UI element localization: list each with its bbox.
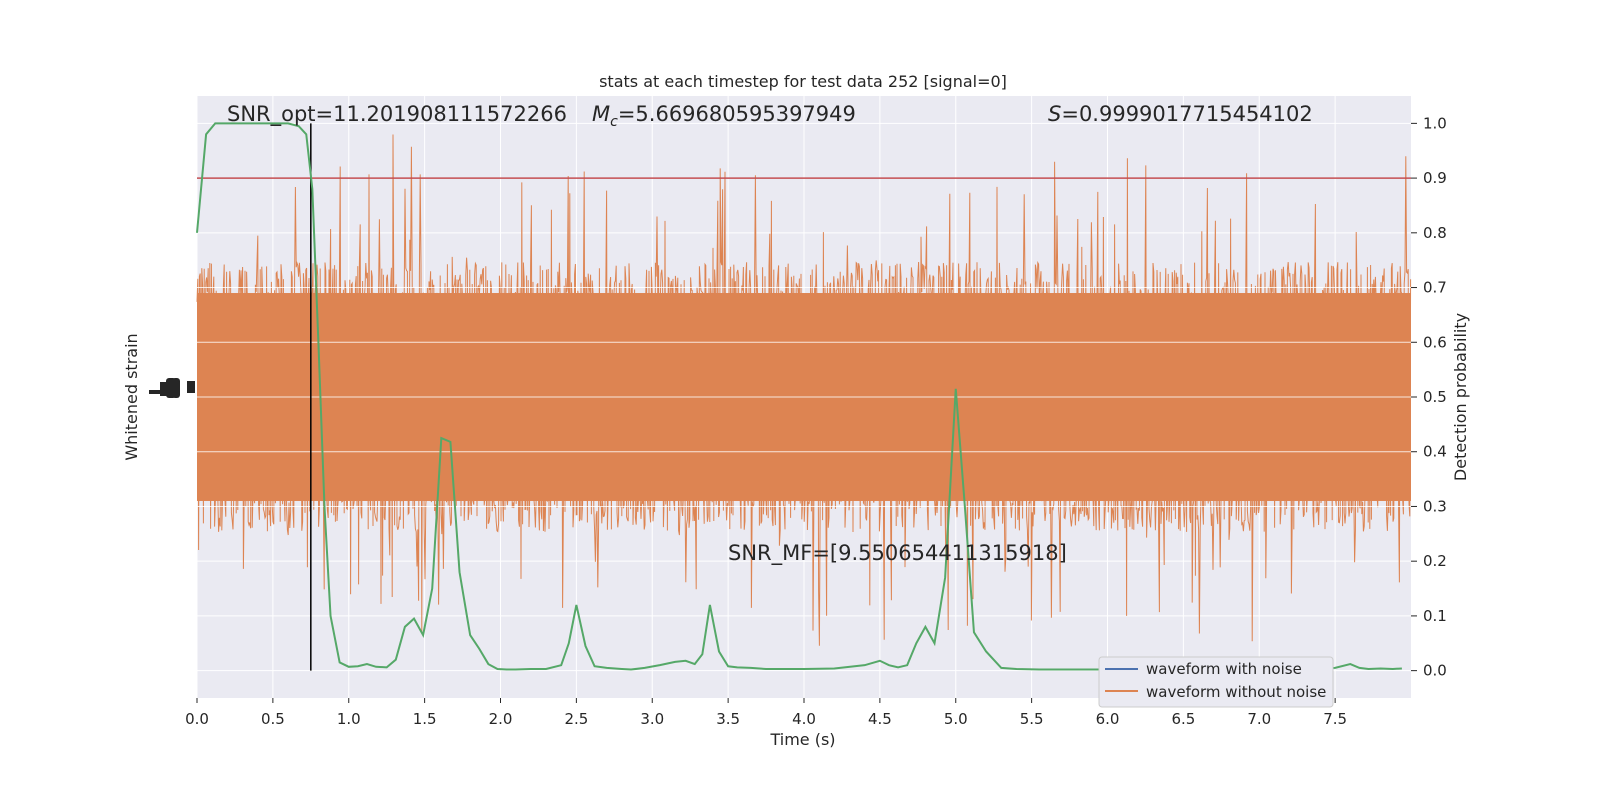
chart-title: stats at each timestep for test data 252… <box>599 72 1007 91</box>
y-right-axis-ticks: 0.0 0.1 0.2 0.3 0.4 0.5 0.6 0.7 0.8 0.9 1.0 <box>1411 114 1447 680</box>
x-tick-label-14: 7.0 <box>1247 710 1271 728</box>
x-tick-label-5: 2.5 <box>564 710 588 728</box>
strain-waveform-without-noise <box>196 134 1412 646</box>
x-tick-label-9: 4.5 <box>868 710 892 728</box>
y-right-tick-label-2: 0.2 <box>1423 552 1447 570</box>
legend-label-with-noise: waveform with noise <box>1146 660 1302 678</box>
y-right-tick-label-1: 0.1 <box>1423 607 1447 625</box>
x-tick-label-8: 4.0 <box>792 710 816 728</box>
legend-box <box>1098 656 1334 708</box>
detection-probability-layer <box>196 122 1402 671</box>
y-right-tick-label-9: 0.9 <box>1423 169 1447 187</box>
x-tick-label-12: 6.0 <box>1096 710 1120 728</box>
y-right-tick-label-5: 0.5 <box>1423 388 1447 406</box>
y-right-axis-label: Detection probability <box>1451 313 1470 481</box>
y-right-tick-label-0: 0.0 <box>1423 662 1447 680</box>
chirp-mass-annotation: Mc=5.669680595397949 <box>592 102 856 130</box>
threshold-layer <box>197 123 1411 671</box>
y-right-tick-label-10: 1.0 <box>1423 114 1447 132</box>
legend-label-without-noise: waveform without noise <box>1146 683 1326 701</box>
x-tick-label-1: 0.5 <box>261 710 285 728</box>
x-axis-label: Time (s) <box>769 730 835 749</box>
x-tick-label-0: 0.0 <box>185 710 209 728</box>
x-tick-label-15: 7.5 <box>1323 710 1347 728</box>
snr-opt-annotation: SNR_opt=11.201908111572266 <box>227 102 567 127</box>
x-tick-label-2: 1.0 <box>337 710 361 728</box>
y-left-axis-label: Whitened strain <box>122 333 141 460</box>
legend: waveform with noise waveform without noi… <box>1098 656 1334 708</box>
x-tick-label-7: 3.5 <box>716 710 740 728</box>
x-axis-ticks: 0.0 0.5 1.0 1.5 2.0 2.5 3.0 3.5 4.0 4.5 5.0 5.5 6.0 6… <box>185 698 1347 728</box>
left-axis-tick-cluster <box>149 378 195 398</box>
x-tick-label-13: 6.5 <box>1171 710 1195 728</box>
x-tick-label-10: 5.0 <box>944 710 968 728</box>
x-tick-label-4: 2.0 <box>489 710 513 728</box>
s-annotation: S=0.9999017715454102 <box>1048 102 1313 126</box>
detection-probability-line <box>196 122 1402 671</box>
y-right-tick-label-3: 0.3 <box>1423 497 1447 515</box>
y-right-tick-label-7: 0.7 <box>1423 279 1447 297</box>
y-right-tick-label-4: 0.4 <box>1423 443 1447 461</box>
x-tick-label-3: 1.5 <box>413 710 437 728</box>
snr-mf-annotation: SNR_MF=[9.550654411315918] <box>728 541 1067 566</box>
x-tick-label-6: 3.0 <box>640 710 664 728</box>
y-right-tick-label-8: 0.8 <box>1423 224 1447 242</box>
y-right-tick-label-6: 0.6 <box>1423 333 1447 351</box>
x-tick-label-11: 5.5 <box>1020 710 1044 728</box>
